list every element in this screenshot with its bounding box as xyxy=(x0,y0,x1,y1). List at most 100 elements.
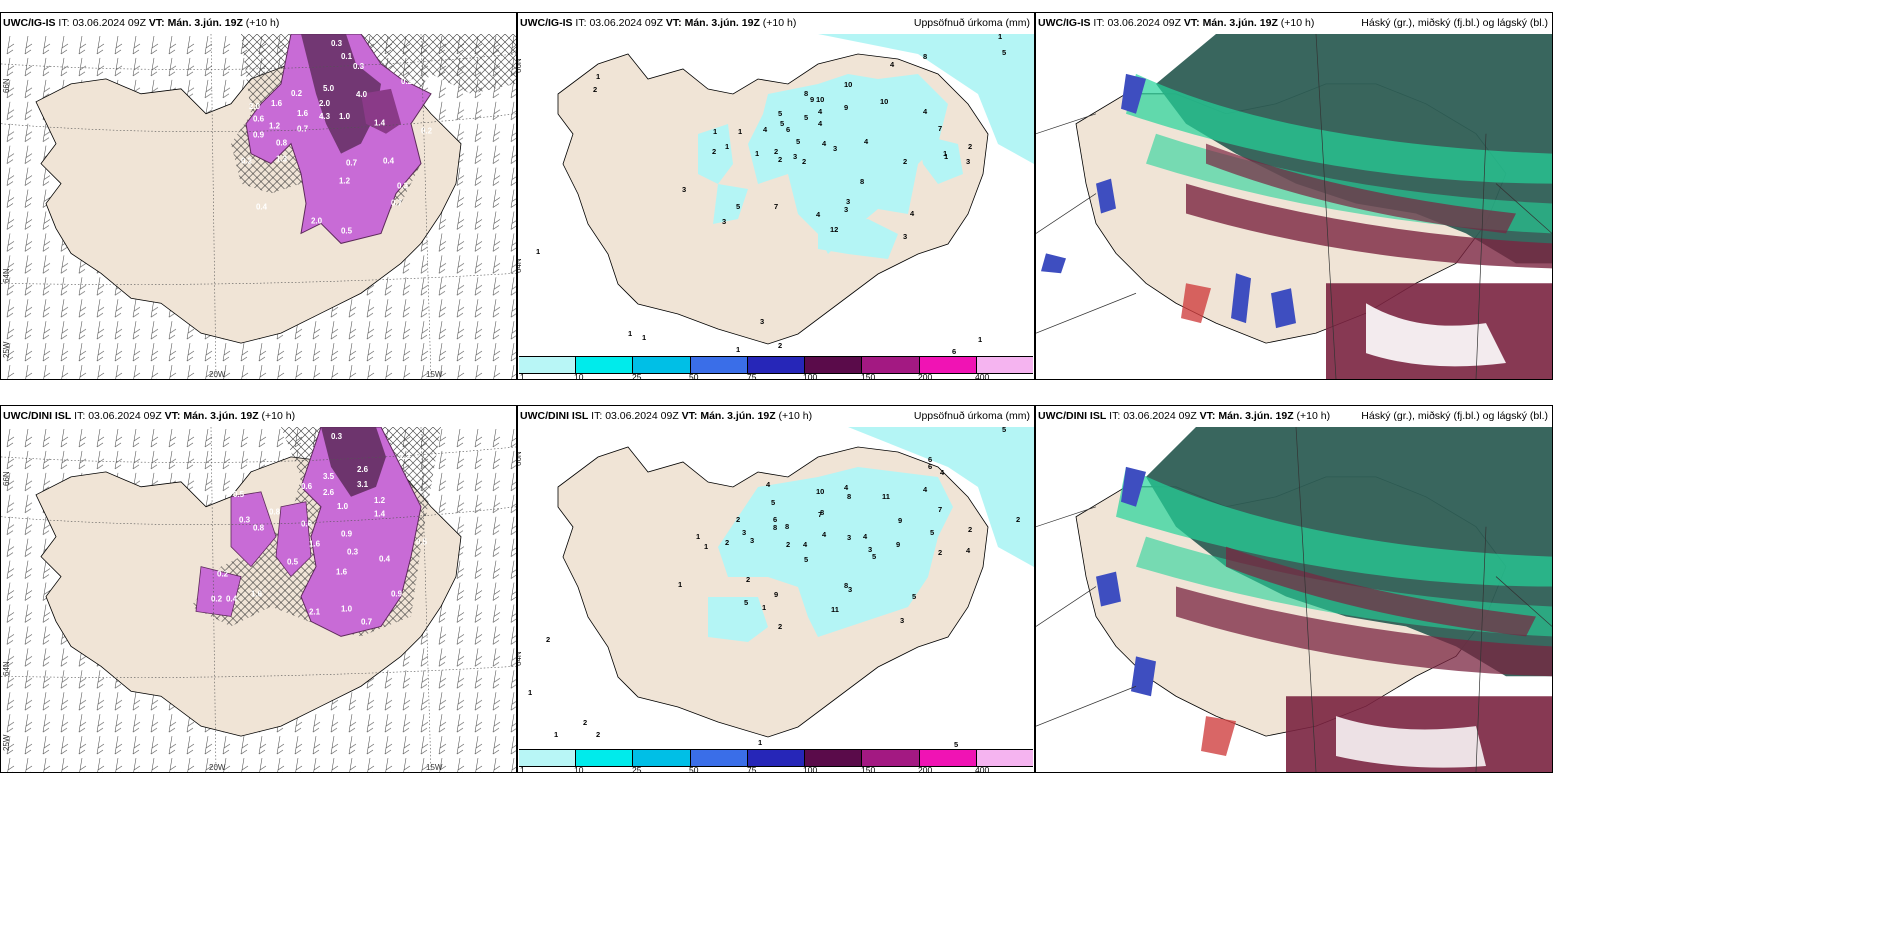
precip-label: 4 xyxy=(863,532,868,541)
precip-label: 8 xyxy=(923,52,927,61)
precip-label: 3 xyxy=(846,197,850,206)
it-label: IT: xyxy=(575,17,587,29)
it-label: IT: xyxy=(1109,410,1121,422)
precip-label: 2 xyxy=(583,718,587,727)
snow-label: 0.8 xyxy=(269,508,281,517)
precip-label: 8 xyxy=(804,89,808,98)
precip-label: 1 xyxy=(738,127,742,136)
colorbar-tick: 400 xyxy=(975,372,990,380)
panel-header: UWC/DINI ISL IT: 03.06.2024 09Z VT: Mán.… xyxy=(1036,406,1552,427)
precip-label: 1 xyxy=(642,333,646,342)
precip-label: 7 xyxy=(818,510,822,519)
vt-value: Mán. 3.jún. 19Z xyxy=(1202,17,1278,29)
colorbar-swatch xyxy=(976,357,1033,373)
colorbar-swatch xyxy=(747,750,806,766)
precip-label: 1 xyxy=(596,72,600,81)
vt-value: Mán. 3.jún. 19Z xyxy=(684,17,760,29)
cloud-cover-map xyxy=(1036,34,1552,379)
snow-label: 1.6 xyxy=(336,568,348,577)
cloud-cover-map xyxy=(1036,427,1552,772)
vt-value: Mán. 3.jún. 19Z xyxy=(167,17,243,29)
precip-label: 2 xyxy=(968,142,972,151)
snow-label: 1.6 xyxy=(271,99,283,108)
precip-label: 2 xyxy=(778,155,782,164)
precip-label: 2 xyxy=(778,622,782,631)
lat-label-64n: 64N xyxy=(517,258,523,273)
snow-label: 0.3 xyxy=(347,548,359,557)
precip-label: 4 xyxy=(910,209,915,218)
it-value: 03.06.2024 09Z xyxy=(88,410,162,422)
precip-label: 1 xyxy=(528,688,532,697)
colorbar-swatch xyxy=(805,357,863,373)
snow-label: 1.0 xyxy=(337,502,349,511)
lat-label-66n: 66N xyxy=(517,451,523,466)
panel-bottom-left-snow-wind: UWC/DINI ISL IT: 03.06.2024 09Z VT: Mán.… xyxy=(0,405,517,773)
precip-label: 6 xyxy=(928,455,932,464)
precip-label: 2 xyxy=(778,341,782,350)
precip-label: 5 xyxy=(778,109,782,118)
snow-label: 1.4 xyxy=(374,510,386,519)
model-name: UWC/IG-IS xyxy=(3,17,56,29)
field-title: Uppsöfnuð úrkoma (mm) xyxy=(913,410,1030,422)
colorbar-tick: 100 xyxy=(803,372,818,380)
snow-label: 5.0 xyxy=(323,84,335,93)
precip-label: 1 xyxy=(943,149,947,158)
panel-header: UWC/DINI ISL IT: 03.06.2024 09Z VT: Mán.… xyxy=(518,406,1034,427)
precip-map: 1 2 2 1 1 2 3 3 4 5 6 8 10 8 8 11 9 4 6 … xyxy=(528,427,1034,749)
panel-header: UWC/IG-IS IT: 03.06.2024 09Z VT: Mán. 3.… xyxy=(1036,13,1552,34)
snow-label: 0.3 xyxy=(331,432,343,441)
precip-label: 4 xyxy=(822,530,827,539)
precip-label: 7 xyxy=(938,124,942,133)
precip-label: 1 xyxy=(758,738,762,747)
precip-label: 6 xyxy=(952,347,956,356)
snow-label: 1.6 xyxy=(309,540,321,549)
snow-label: 1.6 xyxy=(297,109,309,118)
precip-label: 1 xyxy=(978,335,982,344)
precip-label: 3 xyxy=(847,533,851,542)
precip-label: 1 xyxy=(696,532,700,541)
vt-label: VT: xyxy=(681,410,698,422)
lead-time: (+10 h) xyxy=(261,410,296,422)
precip-label: 1 xyxy=(536,247,540,256)
precip-label: 5 xyxy=(1002,427,1006,434)
snow-label: 0.5 xyxy=(233,490,245,499)
lead-time: (+10 h) xyxy=(778,410,813,422)
precip-map: 1 2 1 1 2 1 1 2 3 4 5 5 6 8 9 10 4 4 5 5… xyxy=(536,34,1034,356)
precip-label: 3 xyxy=(900,616,904,625)
precip-label: 8 xyxy=(820,508,824,517)
colorbar-tick: 25 xyxy=(632,765,642,773)
panel-top-middle-precip: UWC/IG-IS IT: 03.06.2024 09Z VT: Mán. 3.… xyxy=(517,12,1035,380)
precip-label: 3 xyxy=(903,232,907,241)
colorbar-tick: 50 xyxy=(689,372,699,380)
snow-label: 0.4 xyxy=(383,157,395,166)
colorbar-ticks: 1 10 25 50 75 100 150 200 400 xyxy=(518,765,1034,773)
precip-label: 1 xyxy=(736,345,740,354)
snow-label: 4.3 xyxy=(319,112,331,121)
lon-label-25w: 25W xyxy=(2,734,11,751)
precip-label: 7 xyxy=(774,202,778,211)
snow-label: 0.9 xyxy=(341,530,353,539)
precip-label: 9 xyxy=(898,516,902,525)
precip-label: 4 xyxy=(890,60,895,69)
colorbar-tick: 10 xyxy=(574,765,584,773)
precip-label: 1 xyxy=(998,34,1002,41)
precip-label: 4 xyxy=(940,468,945,477)
precip-label: 1 xyxy=(704,542,708,551)
panel-top-right-clouds: UWC/IG-IS IT: 03.06.2024 09Z VT: Mán. 3.… xyxy=(1035,12,1553,380)
precip-label: 1 xyxy=(678,580,682,589)
snow-label: 3.5 xyxy=(323,472,335,481)
snow-label: 1.0 xyxy=(341,604,353,613)
lat-label-64n: 64N xyxy=(2,268,11,283)
snow-label: 2.0 xyxy=(311,216,323,225)
snow-label: 0.6 xyxy=(253,115,265,124)
lead-time: (+10 h) xyxy=(1280,17,1315,29)
it-value: 03.06.2024 09Z xyxy=(589,17,663,29)
snow-wind-map: 0.3 1.2 3.1 2.6 3.5 2.6 1.0 1.4 1.2 1.6 … xyxy=(1,427,516,772)
vt-value: Mán. 3.jún. 19Z xyxy=(1218,410,1294,422)
precip-label: 6 xyxy=(773,515,777,524)
precip-label: 9 xyxy=(896,540,900,549)
precip-label: 7 xyxy=(938,505,942,514)
colorbar-swatch xyxy=(633,357,691,373)
snow-label: 0.1 xyxy=(341,52,353,61)
model-name: UWC/IG-IS xyxy=(520,17,573,29)
